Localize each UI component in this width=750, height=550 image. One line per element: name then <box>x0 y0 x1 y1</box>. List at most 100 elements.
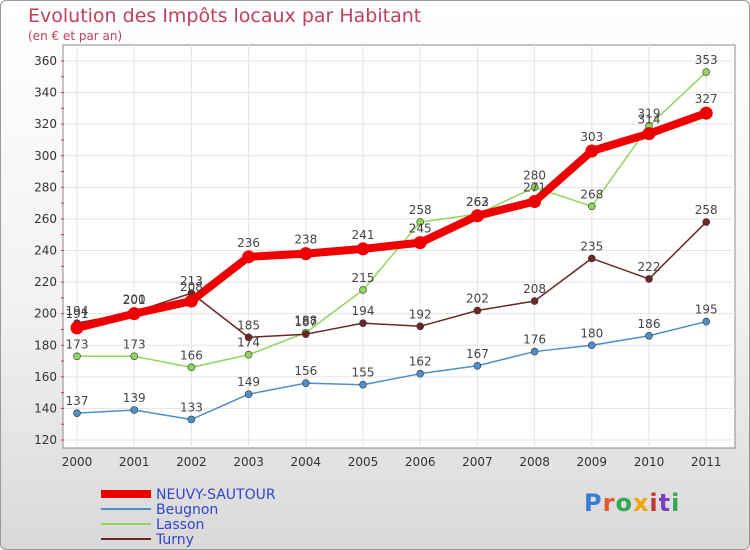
data-label: 188 <box>294 314 317 328</box>
data-point <box>587 341 596 350</box>
data-label: 262 <box>466 195 489 209</box>
data-label: 303 <box>580 130 603 144</box>
data-point <box>473 306 482 315</box>
data-label: 155 <box>352 366 375 380</box>
x-tick-label: 2009 <box>577 455 608 469</box>
data-label: 245 <box>409 222 432 236</box>
logo-letter: o <box>615 489 633 517</box>
data-label: 185 <box>237 318 260 332</box>
data-label: 194 <box>66 304 89 318</box>
data-label: 133 <box>180 400 203 414</box>
data-label: 149 <box>237 375 260 389</box>
legend-label: NEUVY-SAUTOUR <box>156 487 276 503</box>
y-tick-label: 240 <box>34 244 57 258</box>
data-label: 173 <box>123 337 146 351</box>
series-line-neuvy-sautour <box>73 109 711 332</box>
data-point <box>244 350 253 359</box>
y-tick-label: 140 <box>34 401 57 415</box>
data-point <box>356 242 370 256</box>
data-label: 241 <box>352 228 375 242</box>
data-label: 280 <box>523 168 546 182</box>
x-tick-label: 2004 <box>291 455 322 469</box>
data-point <box>359 286 367 294</box>
data-label: 327 <box>695 92 718 106</box>
data-point <box>587 254 596 263</box>
chart-subtitle: (en € et par an) <box>28 29 123 43</box>
data-point <box>699 106 713 120</box>
y-tick-label: 200 <box>34 307 57 321</box>
y-tick-label: 180 <box>34 338 57 352</box>
legend-label: Lasson <box>156 517 204 533</box>
data-label: 202 <box>466 292 489 306</box>
logo-letter: x <box>632 489 650 517</box>
data-point <box>470 209 484 223</box>
data-point <box>299 247 313 261</box>
data-label: 191 <box>66 307 89 321</box>
logo-letter: i <box>649 489 659 517</box>
data-label: 215 <box>352 271 375 285</box>
y-tick-label: 280 <box>34 180 57 194</box>
y-tick-label: 360 <box>34 54 57 68</box>
x-tick-label: 2003 <box>233 455 264 469</box>
data-point <box>645 331 653 340</box>
x-tick-label: 2008 <box>519 455 550 469</box>
data-label: 258 <box>409 203 432 217</box>
data-label: 222 <box>638 260 661 274</box>
y-tick-label: 300 <box>34 149 57 163</box>
data-point <box>187 415 196 424</box>
data-label: 263 <box>466 195 489 209</box>
x-tick-label: 2007 <box>462 455 493 469</box>
data-point <box>642 127 656 141</box>
x-tick-label: 2011 <box>691 455 722 469</box>
data-label: 208 <box>523 282 546 296</box>
data-point <box>244 333 253 342</box>
data-label: 139 <box>123 391 146 405</box>
data-label: 194 <box>352 304 375 318</box>
logo-letter: i <box>671 489 681 517</box>
data-point <box>73 409 81 417</box>
data-label: 314 <box>638 113 661 127</box>
data-label: 162 <box>409 355 432 369</box>
y-tick-label: 220 <box>34 275 57 289</box>
data-point <box>73 352 81 361</box>
data-label: 192 <box>409 307 432 321</box>
legend-label: Beugnon <box>156 502 218 518</box>
data-label: 186 <box>638 317 661 331</box>
x-tick-label: 2006 <box>405 455 436 469</box>
data-label: 174 <box>237 336 260 350</box>
data-point <box>585 144 599 158</box>
data-label: 353 <box>695 53 718 67</box>
data-point <box>530 297 539 305</box>
data-point <box>184 294 198 308</box>
data-label: 187 <box>294 315 317 329</box>
data-label: 319 <box>638 107 661 121</box>
series-line-turny <box>76 221 707 339</box>
data-point <box>359 319 367 327</box>
data-point <box>130 352 138 361</box>
data-point <box>645 275 653 283</box>
data-label: 208 <box>180 280 203 294</box>
data-label: 236 <box>237 236 260 250</box>
y-tick-label: 320 <box>34 117 57 131</box>
data-label: 238 <box>294 233 317 247</box>
data-label: 213 <box>180 274 203 288</box>
data-label: 180 <box>580 326 603 340</box>
data-label: 200 <box>123 293 146 307</box>
data-label: 167 <box>466 347 489 361</box>
data-label: 268 <box>580 187 603 201</box>
data-point <box>528 195 542 209</box>
x-tick-label: 2010 <box>634 455 665 469</box>
data-label: 195 <box>695 303 718 317</box>
data-point <box>127 307 141 321</box>
data-label: 271 <box>523 181 546 195</box>
data-point <box>416 218 425 226</box>
x-tick-label: 2000 <box>62 455 93 469</box>
data-point <box>587 202 596 211</box>
data-label: 137 <box>66 394 89 408</box>
x-tick-label: 2005 <box>348 455 379 469</box>
data-point <box>702 68 711 76</box>
data-point <box>702 317 711 326</box>
data-point <box>187 363 196 372</box>
data-point <box>530 347 539 356</box>
